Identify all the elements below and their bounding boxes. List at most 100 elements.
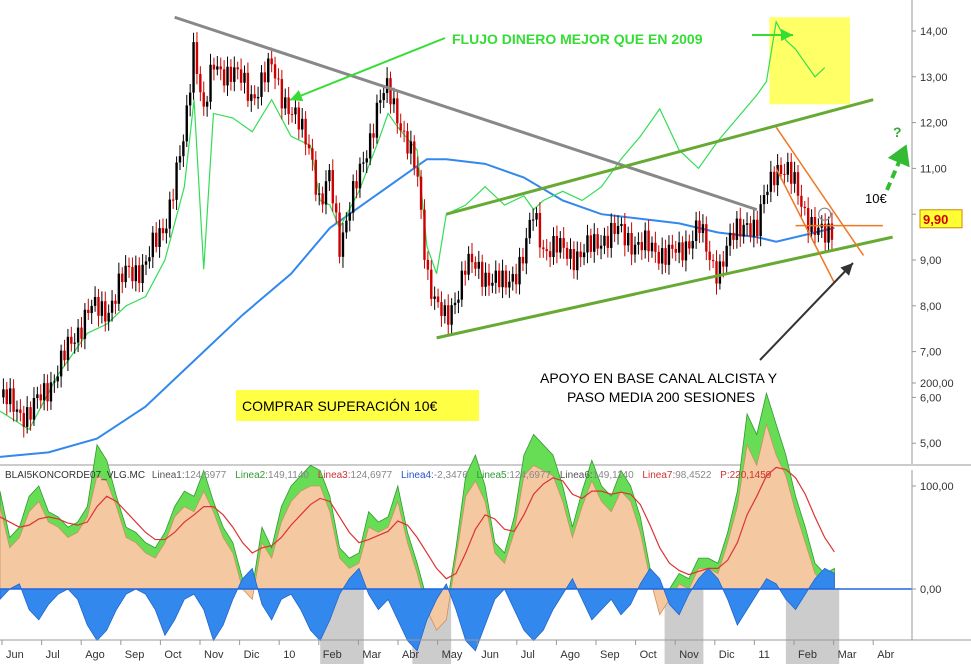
- candle-body: [694, 220, 698, 241]
- candle-body: [239, 69, 243, 83]
- candle-body: [647, 230, 650, 252]
- x-tick-label: Ago: [560, 649, 580, 661]
- channel-lower-line: [436, 235, 893, 340]
- candle-body: [793, 172, 796, 184]
- candle-body: [698, 220, 701, 234]
- x-tick-label: Feb: [323, 649, 342, 661]
- candle-body: [739, 218, 742, 237]
- price-tick-label: 5,00: [920, 438, 941, 450]
- candle-body: [440, 302, 443, 316]
- candle-body: [219, 66, 222, 70]
- candle-body: [365, 158, 368, 163]
- arrow-to-2009: [289, 37, 446, 102]
- candles: [2, 32, 834, 438]
- candle-body: [671, 244, 674, 249]
- candle-body: [284, 97, 287, 109]
- candle-body: [457, 299, 460, 303]
- candle-body: [93, 296, 97, 306]
- candle-body: [745, 223, 749, 225]
- x-tick-label: Abr: [877, 649, 894, 661]
- candle-body: [413, 141, 416, 168]
- candle-body: [25, 407, 29, 427]
- candle-body: [752, 219, 756, 237]
- candle-body: [664, 248, 667, 265]
- annotations: FLUJO DINERO MEJOR QUE EN 2009 10€ ? COM…: [236, 31, 902, 421]
- candle-body: [759, 204, 762, 237]
- candle-body: [73, 342, 76, 344]
- candle-body: [233, 67, 236, 82]
- candle-body: [127, 265, 131, 268]
- x-tick-label: Jun: [6, 649, 24, 661]
- candle-body: [87, 309, 90, 314]
- candle-body: [396, 98, 399, 124]
- candle-body: [49, 382, 53, 402]
- indicator-linea7-line: [0, 466, 835, 580]
- candle-body: [66, 336, 70, 361]
- candle-body: [691, 240, 694, 249]
- header-label-p: P:: [720, 470, 729, 481]
- candle-body: [331, 170, 334, 204]
- candle-body: [8, 388, 12, 405]
- candle-body: [161, 228, 165, 234]
- x-tick-label: Abr: [402, 649, 419, 661]
- x-tick-label: Oct: [640, 649, 657, 661]
- candle-body: [273, 64, 277, 79]
- candle-body: [36, 394, 39, 398]
- candle-body: [341, 232, 345, 257]
- candle-body: [674, 248, 677, 253]
- candle-body: [311, 148, 314, 160]
- candle-body: [22, 413, 25, 427]
- candle-body: [358, 163, 362, 189]
- candle-body: [59, 350, 63, 377]
- candle-body: [677, 242, 681, 253]
- price-tick-label: 13,00: [920, 72, 948, 84]
- money-flow-highlight: [769, 17, 850, 105]
- candle-body: [12, 388, 15, 412]
- candle-body: [199, 73, 202, 93]
- x-tick-label: Dic: [719, 649, 735, 661]
- candle-body: [786, 161, 790, 175]
- candle-body: [817, 227, 820, 236]
- candle-body: [742, 224, 745, 237]
- candle-body: [280, 79, 284, 109]
- buy-callout-box: [236, 390, 479, 421]
- candle-body: [117, 273, 121, 304]
- x-tick-label: Jul: [521, 649, 535, 661]
- candle-body: [226, 66, 229, 86]
- candle-body: [504, 270, 508, 288]
- x-tick-label: Ago: [85, 649, 105, 661]
- candle-body: [382, 93, 385, 101]
- candle-body: [345, 220, 348, 233]
- candle-body: [464, 270, 467, 275]
- header-label-4: Linea4:: [401, 470, 434, 481]
- price-tick-label: 11,00: [920, 163, 947, 175]
- candle-body: [148, 257, 151, 262]
- candle-body: [178, 156, 182, 163]
- candle-body: [42, 383, 46, 401]
- candle-body: [776, 164, 779, 186]
- breakout-circle: [818, 207, 832, 221]
- candle-body: [545, 249, 548, 252]
- header-label-3: Linea3:: [318, 470, 351, 481]
- candle-body: [586, 235, 589, 253]
- candle-body: [372, 133, 375, 138]
- header-value-p: 220,1459: [730, 470, 772, 481]
- candle-body: [688, 241, 691, 249]
- candle-body: [630, 233, 633, 255]
- candle-body: [627, 233, 630, 246]
- candle-body: [460, 270, 464, 300]
- candle-body: [654, 242, 657, 252]
- candle-body: [756, 219, 759, 237]
- candle-body: [80, 327, 83, 339]
- candle-body: [165, 228, 168, 234]
- candle-body: [243, 72, 246, 83]
- candle-body: [138, 265, 141, 284]
- candle-body: [15, 409, 19, 412]
- candle-body: [650, 242, 654, 252]
- x-tick-label: Jul: [46, 649, 60, 661]
- candle-body: [328, 170, 331, 182]
- candle-body: [708, 251, 711, 260]
- candle-body: [637, 242, 640, 245]
- candle-body: [477, 261, 480, 269]
